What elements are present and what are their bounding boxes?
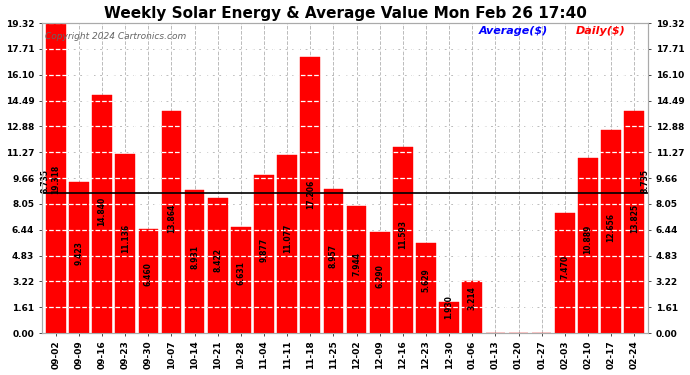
Text: 8.735: 8.735 <box>640 169 649 193</box>
Text: 19.318: 19.318 <box>51 164 60 194</box>
Bar <box>46 23 66 333</box>
Text: 14.840: 14.840 <box>97 196 106 226</box>
Text: 1.930: 1.930 <box>444 295 453 319</box>
Bar <box>462 282 482 333</box>
Text: 7.944: 7.944 <box>352 252 361 276</box>
Bar <box>555 213 575 333</box>
Bar <box>370 232 390 333</box>
Bar <box>300 57 320 333</box>
Text: 9.423: 9.423 <box>75 241 83 265</box>
Bar <box>254 175 274 333</box>
Text: 13.864: 13.864 <box>167 204 176 233</box>
Text: 9.877: 9.877 <box>259 237 268 262</box>
Bar <box>416 243 436 333</box>
Text: 6.631: 6.631 <box>237 261 246 285</box>
Text: 17.206: 17.206 <box>306 180 315 209</box>
Text: Daily($): Daily($) <box>575 26 625 36</box>
Bar <box>440 302 459 333</box>
Bar <box>115 154 135 333</box>
Text: 8.422: 8.422 <box>213 248 222 272</box>
Text: 10.889: 10.889 <box>584 225 593 255</box>
Text: 8.957: 8.957 <box>329 244 338 268</box>
Bar <box>324 189 343 333</box>
Text: 11.136: 11.136 <box>121 224 130 253</box>
Text: 12.656: 12.656 <box>607 213 615 242</box>
Title: Weekly Solar Energy & Average Value Mon Feb 26 17:40: Weekly Solar Energy & Average Value Mon … <box>104 6 586 21</box>
Bar <box>208 198 228 333</box>
Text: 8.735: 8.735 <box>41 169 50 193</box>
Bar <box>161 111 181 333</box>
Bar <box>92 95 112 333</box>
Text: Copyright 2024 Cartronics.com: Copyright 2024 Cartronics.com <box>45 32 186 41</box>
Bar <box>601 130 621 333</box>
Text: Average($): Average($) <box>478 26 548 36</box>
Bar <box>393 147 413 333</box>
Text: 11.593: 11.593 <box>398 220 407 249</box>
Text: 11.077: 11.077 <box>283 224 292 253</box>
Bar <box>69 182 89 333</box>
Text: 5.629: 5.629 <box>422 268 431 292</box>
Text: 3.214: 3.214 <box>468 286 477 310</box>
Text: 6.290: 6.290 <box>375 264 384 288</box>
Bar <box>231 226 250 333</box>
Text: 6.460: 6.460 <box>144 262 153 286</box>
Bar <box>578 158 598 333</box>
Text: 8.931: 8.931 <box>190 244 199 268</box>
Bar <box>139 230 158 333</box>
Bar <box>185 190 204 333</box>
Bar <box>347 206 366 333</box>
Bar <box>277 155 297 333</box>
Text: 7.470: 7.470 <box>560 255 569 279</box>
Bar <box>624 111 644 333</box>
Text: 13.825: 13.825 <box>630 204 639 233</box>
